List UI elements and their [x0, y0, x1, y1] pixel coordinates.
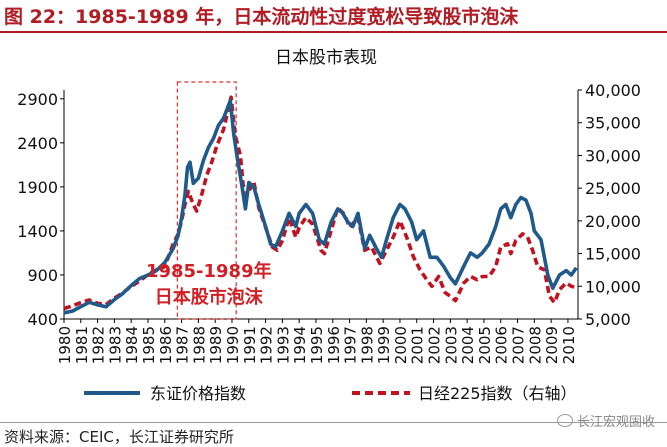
x-tick-label: 2000 [392, 326, 410, 364]
axes: 400 900 1400 1900 2400 2900 5,000 10,000 15,000 2… [17, 81, 641, 364]
x-tick-label: 2004 [459, 326, 477, 364]
x-tick-label: 1991 [241, 326, 259, 364]
legend-label-topix: 东证价格指数 [150, 384, 246, 403]
x-tick-label: 2003 [442, 326, 460, 364]
x-tick-label: 1982 [90, 326, 108, 364]
x-tick-label: 1986 [157, 326, 175, 364]
x-tick-label: 2009 [543, 326, 561, 364]
annotation-text: 日本股市泡沫 [155, 286, 264, 308]
x-tick-label: 2010 [560, 326, 578, 364]
x-tick-label: 1993 [274, 326, 292, 364]
series-lines [63, 95, 578, 315]
title-rule [0, 31, 667, 33]
x-tick-label: 1998 [358, 326, 376, 364]
x-tick-label: 2001 [409, 326, 427, 364]
x-tick-label: 1981 [73, 326, 91, 364]
x-tick-label: 1999 [375, 326, 393, 364]
chart-title: 日本股市表现 [275, 48, 377, 68]
right-tick-label: 35,000 [585, 114, 641, 133]
x-tick-label: 1983 [106, 326, 124, 364]
right-tick-label: 30,000 [585, 146, 641, 165]
left-tick-label: 900 [27, 266, 58, 285]
right-tick-label: 40,000 [585, 81, 641, 100]
x-tick-label: 1995 [308, 326, 326, 364]
legend: 东证价格指数 日经225指数（右轴） [84, 384, 577, 403]
right-tick-label: 25,000 [585, 179, 641, 198]
x-tick-label: 2005 [476, 326, 494, 364]
left-tick-label: 2400 [17, 134, 58, 153]
x-tick-label: 1989 [207, 326, 225, 364]
legend-label-nikkei: 日经225指数（右轴） [418, 384, 577, 403]
series-line-topix [63, 98, 578, 315]
x-tick-label: 1997 [342, 326, 360, 364]
right-tick-label: 20,000 [585, 212, 641, 231]
x-tick-label: 2002 [426, 326, 444, 364]
x-tick-label: 1994 [291, 326, 309, 364]
left-tick-label: 1900 [17, 178, 58, 197]
left-tick-label: 400 [27, 310, 58, 329]
annotation-text: 1985-1989年 [146, 260, 272, 282]
wechat-icon [556, 414, 573, 427]
source-note: 资料来源：CEIC，长江证券研究所 [4, 428, 234, 446]
x-tick-label: 2008 [526, 326, 544, 364]
x-tick-label: 1990 [224, 326, 242, 364]
left-tick-label: 2900 [17, 90, 58, 109]
x-tick-label: 1996 [325, 326, 343, 364]
x-tick-label: 2007 [510, 326, 528, 364]
x-tick-label: 1992 [258, 326, 276, 364]
left-tick-label: 1400 [17, 222, 58, 241]
watermark: 长江宏观固收 [556, 411, 655, 430]
figure-title: 图 22：1985-1989 年，日本流动性过度宽松导致股市泡沫 [4, 6, 519, 28]
x-tick-label: 1980 [56, 326, 74, 364]
x-tick-label: 1984 [123, 326, 141, 364]
x-tick-label: 1987 [174, 326, 192, 364]
right-tick-label: 15,000 [585, 245, 641, 264]
footer-rule [0, 422, 667, 423]
x-tick-label: 2006 [493, 326, 511, 364]
right-tick-label: 10,000 [585, 277, 641, 296]
bubble-period-box [176, 81, 237, 320]
right-tick-label: 5,000 [585, 310, 631, 329]
watermark-text: 长江宏观固收 [576, 415, 655, 430]
x-tick-label: 1985 [140, 326, 158, 364]
x-tick-label: 1988 [190, 326, 208, 364]
